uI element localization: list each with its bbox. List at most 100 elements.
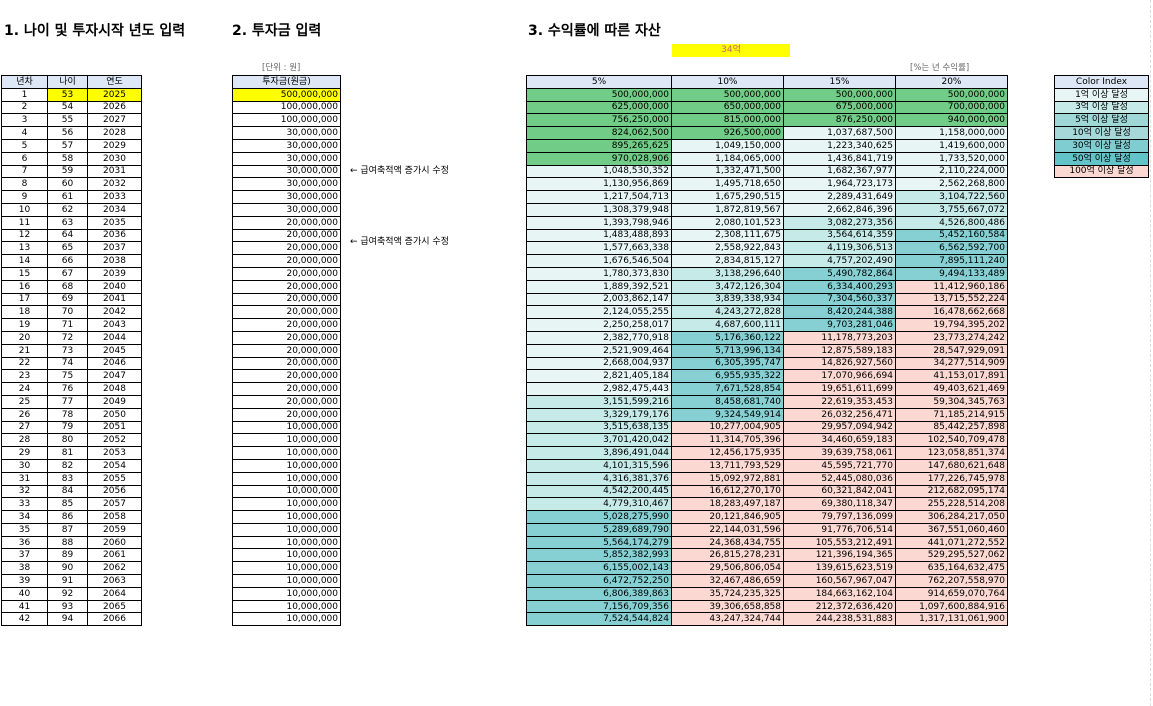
year-cell[interactable]: 2029 bbox=[87, 138, 142, 153]
investment-cell[interactable]: 10,000,000 bbox=[232, 484, 341, 499]
investment-cell[interactable]: 20,000,000 bbox=[232, 254, 341, 268]
age-cell[interactable]: 82 bbox=[47, 458, 88, 473]
investment-cell[interactable]: 100,000,000 bbox=[232, 100, 341, 115]
investment-cell[interactable]: 10,000,000 bbox=[232, 420, 341, 435]
year-cell[interactable]: 2041 bbox=[87, 292, 142, 307]
period-cell[interactable]: 8 bbox=[1, 177, 48, 192]
investment-cell[interactable]: 20,000,000 bbox=[232, 279, 341, 294]
period-cell[interactable]: 13 bbox=[1, 241, 48, 256]
period-cell[interactable]: 23 bbox=[1, 369, 48, 384]
period-cell[interactable]: 28 bbox=[1, 433, 48, 448]
period-cell[interactable]: 22 bbox=[1, 356, 48, 371]
age-cell[interactable]: 74 bbox=[47, 356, 88, 371]
age-cell[interactable]: 80 bbox=[47, 433, 88, 448]
investment-cell[interactable]: 20,000,000 bbox=[232, 343, 341, 358]
year-cell[interactable]: 2056 bbox=[87, 484, 142, 499]
year-cell[interactable]: 2064 bbox=[87, 586, 142, 601]
period-cell[interactable]: 30 bbox=[1, 458, 48, 473]
year-cell[interactable]: 2038 bbox=[87, 254, 142, 268]
age-cell[interactable]: 91 bbox=[47, 574, 88, 588]
period-cell[interactable]: 19 bbox=[1, 318, 48, 332]
year-cell[interactable]: 2045 bbox=[87, 343, 142, 358]
age-cell[interactable]: 73 bbox=[47, 343, 88, 358]
period-cell[interactable]: 4 bbox=[1, 126, 48, 140]
year-cell[interactable]: 2031 bbox=[87, 164, 142, 179]
investment-cell[interactable]: 10,000,000 bbox=[232, 599, 341, 614]
investment-cell[interactable]: 20,000,000 bbox=[232, 318, 341, 332]
age-cell[interactable]: 71 bbox=[47, 318, 88, 332]
investment-cell[interactable]: 10,000,000 bbox=[232, 586, 341, 601]
age-cell[interactable]: 66 bbox=[47, 254, 88, 268]
year-cell[interactable]: 2051 bbox=[87, 420, 142, 435]
period-cell[interactable]: 3 bbox=[1, 113, 48, 128]
period-cell[interactable]: 5 bbox=[1, 138, 48, 153]
investment-cell[interactable]: 20,000,000 bbox=[232, 241, 341, 256]
period-cell[interactable]: 21 bbox=[1, 343, 48, 358]
investment-cell[interactable]: 10,000,000 bbox=[232, 446, 341, 460]
investment-cell[interactable]: 10,000,000 bbox=[232, 612, 341, 627]
year-cell[interactable]: 2046 bbox=[87, 356, 142, 371]
year-cell[interactable]: 2025 bbox=[87, 87, 142, 102]
period-cell[interactable]: 38 bbox=[1, 561, 48, 576]
year-cell[interactable]: 2059 bbox=[87, 522, 142, 537]
age-cell[interactable]: 67 bbox=[47, 266, 88, 281]
period-cell[interactable]: 10 bbox=[1, 202, 48, 217]
investment-cell[interactable]: 20,000,000 bbox=[232, 356, 341, 371]
year-cell[interactable]: 2027 bbox=[87, 113, 142, 128]
year-cell[interactable]: 2061 bbox=[87, 548, 142, 563]
period-cell[interactable]: 16 bbox=[1, 279, 48, 294]
investment-cell[interactable]: 10,000,000 bbox=[232, 535, 341, 550]
investment-cell[interactable]: 20,000,000 bbox=[232, 407, 341, 422]
period-cell[interactable]: 27 bbox=[1, 420, 48, 435]
period-cell[interactable]: 12 bbox=[1, 228, 48, 243]
investment-cell[interactable]: 100,000,000 bbox=[232, 113, 341, 128]
year-cell[interactable]: 2057 bbox=[87, 497, 142, 512]
year-cell[interactable]: 2049 bbox=[87, 394, 142, 409]
age-cell[interactable]: 70 bbox=[47, 305, 88, 320]
age-cell[interactable]: 68 bbox=[47, 279, 88, 294]
age-cell[interactable]: 86 bbox=[47, 510, 88, 524]
age-cell[interactable]: 69 bbox=[47, 292, 88, 307]
period-cell[interactable]: 20 bbox=[1, 330, 48, 345]
age-cell[interactable]: 60 bbox=[47, 177, 88, 192]
year-cell[interactable]: 2028 bbox=[87, 126, 142, 140]
age-cell[interactable]: 90 bbox=[47, 561, 88, 576]
period-cell[interactable]: 15 bbox=[1, 266, 48, 281]
period-cell[interactable]: 18 bbox=[1, 305, 48, 320]
age-cell[interactable]: 81 bbox=[47, 446, 88, 460]
period-cell[interactable]: 33 bbox=[1, 497, 48, 512]
investment-cell[interactable]: 30,000,000 bbox=[232, 151, 341, 166]
age-cell[interactable]: 92 bbox=[47, 586, 88, 601]
investment-cell[interactable]: 10,000,000 bbox=[232, 471, 341, 486]
period-cell[interactable]: 34 bbox=[1, 510, 48, 524]
investment-cell[interactable]: 20,000,000 bbox=[232, 382, 341, 396]
investment-cell[interactable]: 20,000,000 bbox=[232, 394, 341, 409]
investment-cell[interactable]: 10,000,000 bbox=[232, 574, 341, 588]
investment-cell[interactable]: 10,000,000 bbox=[232, 548, 341, 563]
year-cell[interactable]: 2030 bbox=[87, 151, 142, 166]
year-cell[interactable]: 2035 bbox=[87, 215, 142, 230]
investment-cell[interactable]: 20,000,000 bbox=[232, 292, 341, 307]
year-cell[interactable]: 2043 bbox=[87, 318, 142, 332]
year-cell[interactable]: 2052 bbox=[87, 433, 142, 448]
investment-cell[interactable]: 20,000,000 bbox=[232, 330, 341, 345]
investment-cell[interactable]: 10,000,000 bbox=[232, 433, 341, 448]
age-cell[interactable]: 59 bbox=[47, 164, 88, 179]
investment-cell[interactable]: 500,000,000 bbox=[232, 87, 341, 102]
year-cell[interactable]: 2050 bbox=[87, 407, 142, 422]
year-cell[interactable]: 2033 bbox=[87, 190, 142, 204]
year-cell[interactable]: 2063 bbox=[87, 574, 142, 588]
period-cell[interactable]: 31 bbox=[1, 471, 48, 486]
investment-cell[interactable]: 30,000,000 bbox=[232, 202, 341, 217]
age-cell[interactable]: 57 bbox=[47, 138, 88, 153]
age-cell[interactable]: 83 bbox=[47, 471, 88, 486]
year-cell[interactable]: 2044 bbox=[87, 330, 142, 345]
year-cell[interactable]: 2048 bbox=[87, 382, 142, 396]
year-cell[interactable]: 2040 bbox=[87, 279, 142, 294]
period-cell[interactable]: 14 bbox=[1, 254, 48, 268]
period-cell[interactable]: 9 bbox=[1, 190, 48, 204]
period-cell[interactable]: 39 bbox=[1, 574, 48, 588]
year-cell[interactable]: 2062 bbox=[87, 561, 142, 576]
investment-cell[interactable]: 30,000,000 bbox=[232, 138, 341, 153]
age-cell[interactable]: 75 bbox=[47, 369, 88, 384]
